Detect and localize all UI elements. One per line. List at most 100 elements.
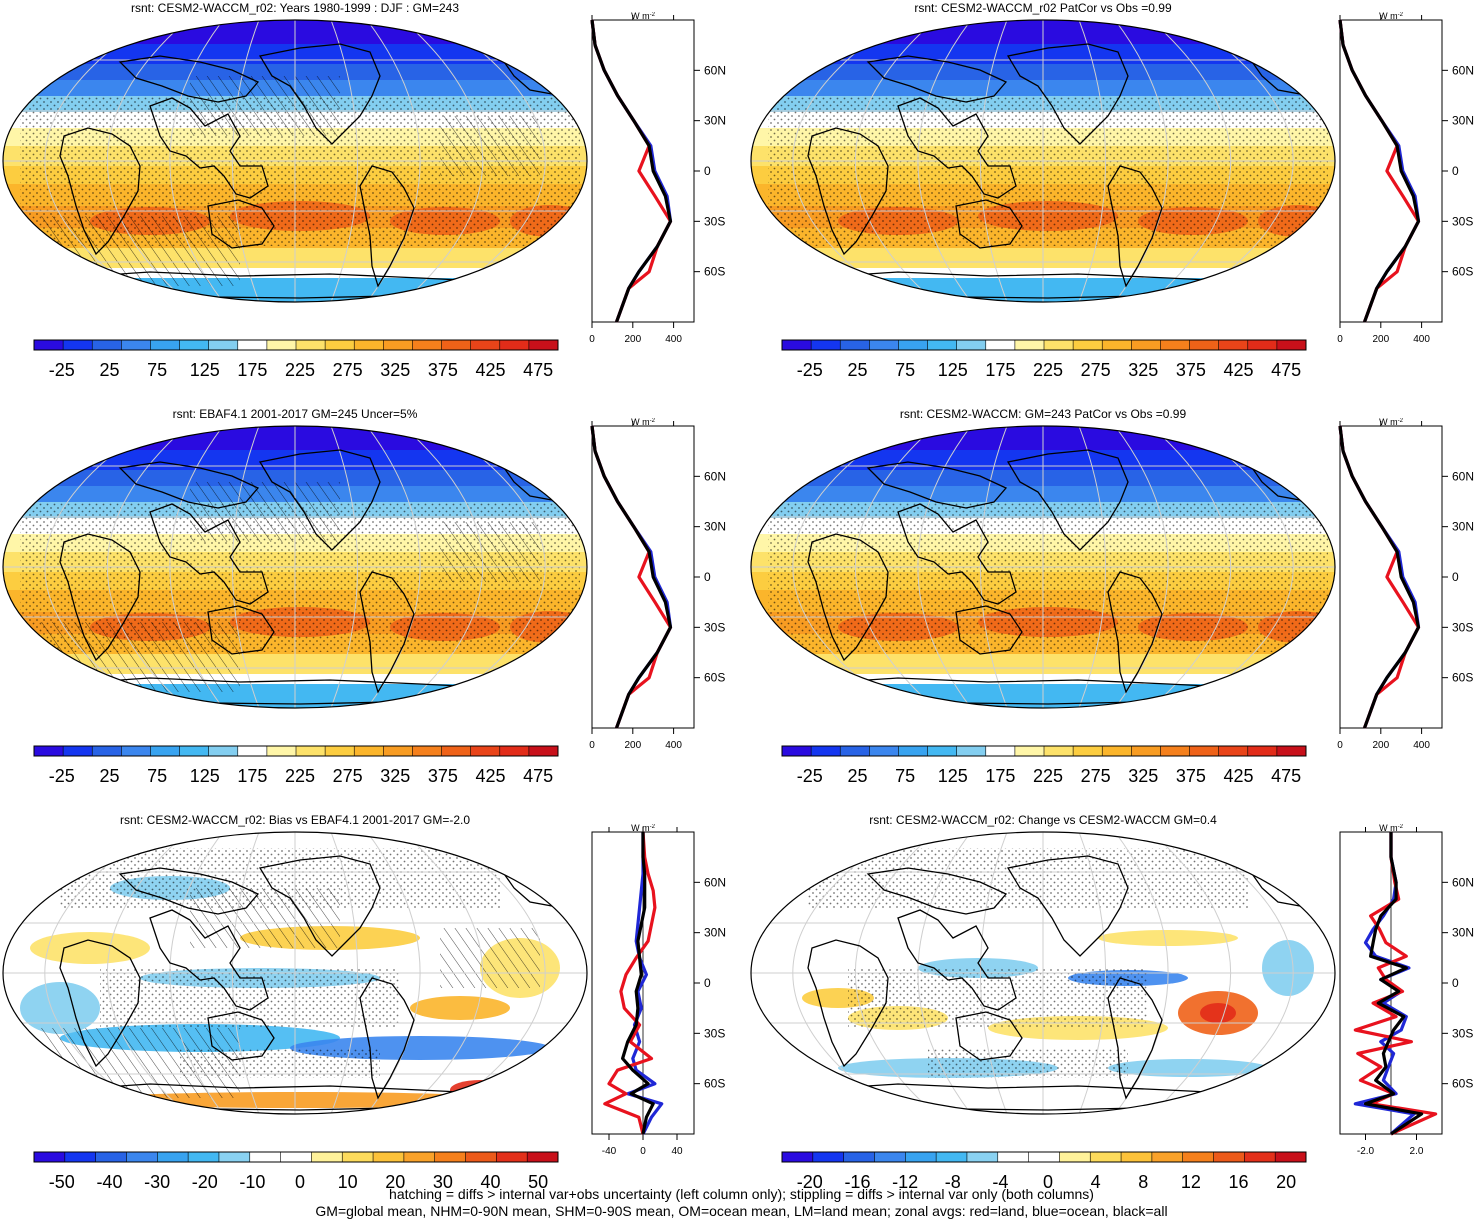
- x-tick-label: -2.0: [1357, 1146, 1375, 1157]
- lat-label: 60S: [1452, 671, 1473, 685]
- colorbar-label: -12: [892, 1172, 918, 1192]
- coastline-outline: [1006, 855, 1129, 957]
- x-tick-label: 0: [640, 1146, 646, 1157]
- x-tick-label: 200: [1372, 334, 1389, 345]
- colorbar-label: 25: [847, 766, 867, 786]
- colorbar-swatch: [373, 1152, 405, 1162]
- colorbar-swatch: [528, 746, 559, 756]
- coastline-outline: [118, 55, 260, 103]
- colorbar-swatch: [1014, 340, 1045, 350]
- zonal-frame: [1339, 19, 1443, 323]
- hatching-region: [440, 928, 540, 988]
- zonal-frame: [591, 19, 695, 323]
- colorbar-swatch: [1073, 746, 1103, 756]
- footer-note-definitions: GM=global mean, NHM=0-90N mean, SHM=0-90…: [315, 1203, 1168, 1219]
- x-tick-label: 0: [589, 740, 595, 751]
- coastline-outline: [258, 43, 381, 145]
- panel-change: rsnt: CESM2-WACCM_r02: Change vs CESM2-W…: [748, 812, 1483, 1212]
- colorbar-swatch: [985, 746, 1016, 756]
- colorbar-label: 20: [385, 1172, 405, 1192]
- coastline-outline: [955, 199, 1023, 249]
- x-tick-label: 400: [665, 334, 682, 345]
- colorbar-label: 475: [523, 360, 553, 380]
- colorbar-label: -8: [945, 1172, 961, 1192]
- colorbar-swatch: [354, 340, 384, 350]
- x-tick-label: 0: [1337, 334, 1343, 345]
- colorbar-swatch: [528, 340, 559, 350]
- zonal-unit: W m-2: [1379, 12, 1403, 21]
- colorbar-label: 25: [99, 360, 119, 380]
- colorbar-swatch: [1182, 1152, 1214, 1162]
- panel-title: rsnt: CESM2-WACCM_r02 PatCor vs Obs =0.9…: [914, 1, 1172, 15]
- colorbar-swatch: [34, 746, 64, 756]
- colorbar-swatch: [354, 746, 384, 756]
- colorbar-swatch: [1131, 340, 1161, 350]
- coastline-outline: [1006, 449, 1129, 551]
- colorbar-swatch: [150, 746, 180, 756]
- field-anomaly: [1108, 1059, 1268, 1077]
- coastline-outline: [807, 127, 889, 256]
- zonal-line-all: [1338, 425, 1421, 729]
- x-tick-label: 0: [1337, 740, 1343, 751]
- colorbar-label: 225: [1033, 360, 1063, 380]
- colorbar-label: 475: [1271, 360, 1301, 380]
- colorbar-swatch: [1160, 340, 1190, 350]
- lat-label: 30N: [704, 926, 726, 940]
- colorbar-swatch: [898, 340, 928, 350]
- colorbar-label: 275: [333, 360, 363, 380]
- coastline-outline: [118, 867, 260, 915]
- zonal-line-all: [1363, 832, 1424, 1136]
- coastline-outline: [59, 939, 141, 1068]
- colorbar-label: -25: [797, 766, 823, 786]
- colorbar-label: -50: [49, 1172, 75, 1192]
- map-outline: [2, 425, 588, 709]
- stippling-region: [768, 96, 1328, 246]
- lat-label: 0: [704, 976, 711, 990]
- colorbar-swatch: [150, 340, 180, 350]
- coastline-outline: [59, 127, 141, 256]
- colorbar-label: 75: [147, 766, 167, 786]
- zonal-mean-plot: W m-2 60N 30N 0 30S 60S 0 200 400: [589, 418, 726, 751]
- zonal-unit: W m-2: [631, 824, 655, 833]
- x-tick-label: 200: [624, 334, 641, 345]
- colorbar-swatch: [1044, 746, 1074, 756]
- zonal-unit-base: W m: [631, 824, 650, 833]
- colorbar-label: 325: [1128, 766, 1158, 786]
- colorbar-swatch: [1276, 340, 1307, 350]
- colorbar-label: 175: [237, 766, 267, 786]
- colorbar-label: 425: [476, 360, 506, 380]
- lat-label: 0: [1452, 570, 1459, 584]
- colorbar-swatch: [1213, 1152, 1245, 1162]
- coastline-outline: [207, 199, 275, 249]
- colorbar-swatch: [92, 746, 122, 756]
- colorbar-label: 425: [1224, 360, 1254, 380]
- zonal-mean-plot: W m-2 60N 30N 0 30S 60S -2.0 2.0: [1339, 824, 1474, 1157]
- colorbar-frame: [33, 1151, 559, 1163]
- colorbar-label: 75: [147, 360, 167, 380]
- zonal-unit-base: W m: [1379, 824, 1398, 833]
- colorbar-label: 225: [1033, 766, 1063, 786]
- colorbar-swatch: [441, 746, 472, 756]
- lat-label: 60N: [704, 63, 726, 77]
- x-tick-label: -40: [602, 1146, 617, 1157]
- colorbar-label: 375: [428, 766, 458, 786]
- colorbar: -20 -16 -12 -8 -4 0 4 8 12 16 20: [781, 1151, 1307, 1192]
- footer-note-hatching: hatching = diffs > internal var+obs unce…: [389, 1186, 1094, 1202]
- colorbar-label: 25: [847, 360, 867, 380]
- colorbar-label: 8: [1138, 1172, 1148, 1192]
- colorbar-label: 125: [190, 766, 220, 786]
- lat-label: 0: [1452, 164, 1459, 178]
- zonal-unit: W m-2: [631, 418, 655, 427]
- map-outline: [2, 831, 588, 1115]
- colorbar-label: 10: [338, 1172, 358, 1192]
- x-tick-label: 400: [665, 740, 682, 751]
- colorbar-swatch: [1189, 340, 1220, 350]
- colorbar-label: 375: [1176, 360, 1206, 380]
- lat-label: 30N: [1452, 114, 1474, 128]
- colorbar-swatch: [249, 1152, 281, 1162]
- colorbar-swatch: [496, 1152, 528, 1162]
- panel-title: rsnt: CESM2-WACCM_r02: Bias vs EBAF4.1 2…: [119, 813, 470, 827]
- colorbar-swatch: [966, 1152, 999, 1162]
- lat-label: 60N: [1452, 63, 1474, 77]
- colorbar-frame: [33, 339, 559, 351]
